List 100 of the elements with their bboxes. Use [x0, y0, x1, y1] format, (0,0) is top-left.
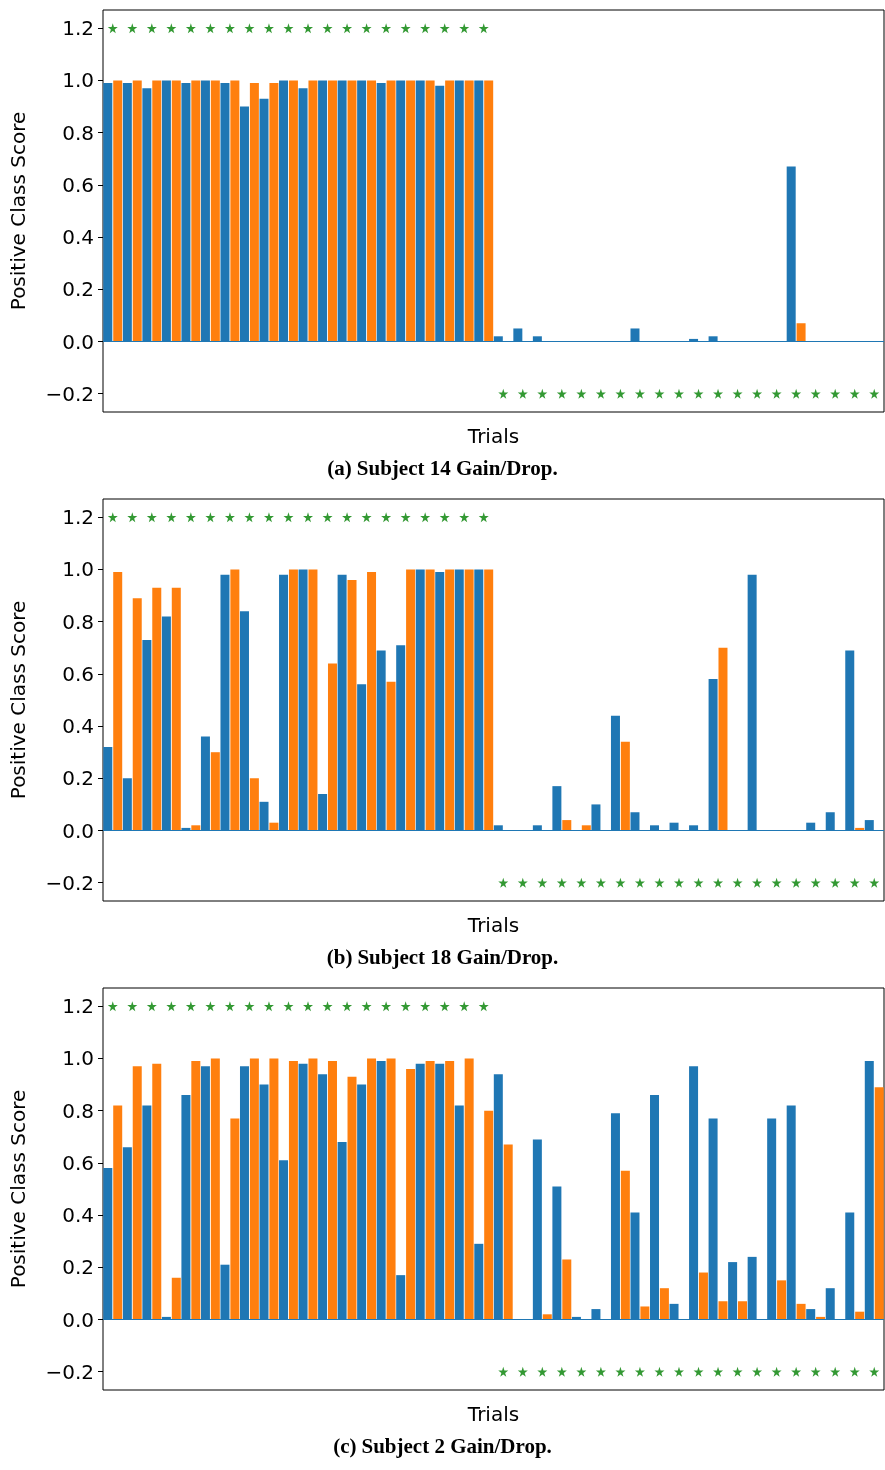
bar	[406, 80, 416, 342]
bar	[132, 598, 142, 831]
bar	[132, 1066, 142, 1320]
bar	[464, 569, 474, 831]
bar	[386, 1058, 396, 1320]
bar	[230, 569, 240, 831]
y-tick-label: 0.0	[62, 1307, 94, 1332]
bar	[210, 1058, 220, 1320]
bar	[152, 587, 162, 831]
text: (a) Subject 14 Gain/Drop.	[327, 455, 558, 480]
y-tick-label: 0.2	[62, 277, 94, 302]
bar	[249, 778, 259, 831]
bar	[698, 1272, 708, 1320]
y-tick-label: −0.2	[45, 381, 94, 406]
bar	[113, 572, 123, 831]
bar	[503, 1144, 513, 1320]
y-tick-label: −0.2	[45, 1359, 94, 1384]
bar	[718, 1301, 728, 1320]
bar	[308, 80, 318, 342]
bar	[406, 569, 416, 831]
bar	[249, 83, 259, 342]
bar	[425, 80, 435, 342]
bar	[113, 80, 123, 342]
y-tick-label: 1.0	[62, 557, 94, 582]
bar	[620, 741, 630, 831]
bar	[327, 80, 337, 342]
bar	[152, 80, 162, 342]
bar	[288, 569, 298, 831]
y-tick-label: 0.6	[62, 661, 94, 686]
y-tick-label: 1.2	[62, 16, 94, 41]
bar	[269, 1058, 279, 1320]
bar	[562, 820, 572, 831]
x-axis-title: Trials	[466, 913, 520, 937]
y-axis-title: Positive Class Score	[6, 111, 30, 311]
bar	[113, 1105, 123, 1320]
bar	[327, 663, 337, 831]
bar	[386, 80, 396, 342]
y-tick-label: 1.2	[62, 994, 94, 1019]
x-axis-title: Trials	[466, 1402, 520, 1426]
text: (c) Subject 2 Gain/Drop.	[333, 1433, 552, 1458]
y-tick-label: 0.4	[62, 225, 94, 250]
bar	[659, 1288, 669, 1320]
bar	[347, 1076, 357, 1320]
y-axis-title: Positive Class Score	[6, 600, 30, 800]
bar	[796, 323, 806, 342]
bar	[640, 1306, 650, 1320]
bar	[445, 569, 455, 831]
bar	[445, 1061, 455, 1320]
y-tick-label: 0.8	[62, 1098, 94, 1123]
y-axis-title: Positive Class Score	[6, 1089, 30, 1289]
bar	[210, 752, 220, 831]
bar	[484, 80, 494, 342]
x-axis-title: Trials	[466, 424, 520, 448]
bar	[777, 1280, 787, 1320]
bar	[249, 1058, 259, 1320]
bar	[367, 572, 377, 831]
bar	[171, 80, 181, 342]
bar	[386, 681, 396, 831]
bar	[288, 80, 298, 342]
bar	[230, 1118, 240, 1320]
bar	[288, 1061, 298, 1320]
bar	[562, 1259, 572, 1320]
y-tick-label: 0.0	[62, 329, 94, 354]
bar	[796, 1303, 806, 1320]
y-tick-label: 0.2	[62, 766, 94, 791]
bar	[484, 1110, 494, 1320]
y-tick-label: 0.6	[62, 172, 94, 197]
bar	[620, 1170, 630, 1320]
y-tick-label: −0.2	[45, 870, 94, 895]
bar	[171, 587, 181, 831]
bar	[308, 1058, 318, 1320]
bar	[171, 1277, 181, 1320]
y-tick-label: 0.8	[62, 609, 94, 634]
bar	[718, 647, 728, 831]
bar	[464, 80, 474, 342]
y-tick-label: 0.4	[62, 714, 94, 739]
bar	[738, 1301, 748, 1320]
bar	[269, 83, 279, 342]
bar	[152, 1063, 162, 1320]
bar	[191, 1061, 201, 1320]
bar	[230, 80, 240, 342]
y-tick-label: 1.2	[62, 505, 94, 530]
bar	[210, 80, 220, 342]
y-tick-label: 0.2	[62, 1255, 94, 1280]
bar	[191, 80, 201, 342]
bar	[308, 569, 318, 831]
bar	[367, 80, 377, 342]
bar	[347, 579, 357, 831]
bar	[464, 1058, 474, 1320]
bar	[874, 1087, 884, 1320]
y-tick-label: 0.0	[62, 818, 94, 843]
y-tick-label: 0.4	[62, 1203, 94, 1228]
y-tick-label: 0.6	[62, 1150, 94, 1175]
bar	[425, 1061, 435, 1320]
bar	[484, 569, 494, 831]
y-tick-label: 0.8	[62, 120, 94, 145]
bar	[347, 80, 357, 342]
bar	[367, 1058, 377, 1320]
text: (b) Subject 18 Gain/Drop.	[326, 944, 559, 969]
y-tick-label: 1.0	[62, 68, 94, 93]
